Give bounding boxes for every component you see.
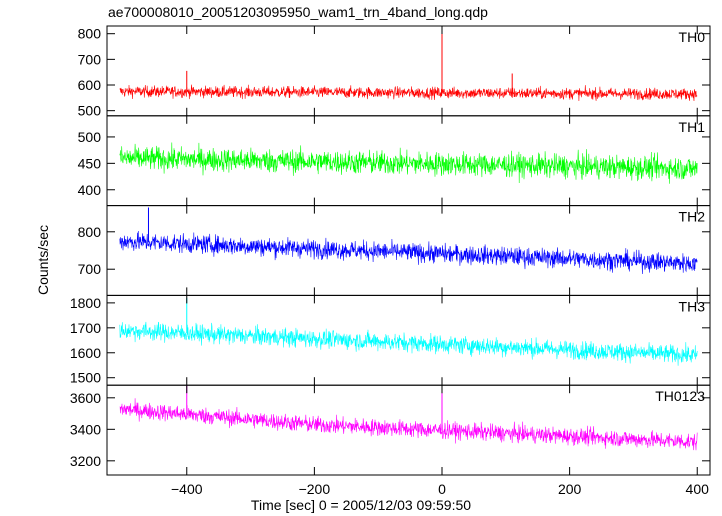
panel-label-th1: TH1: [679, 119, 706, 135]
y-tick-label-th1-400: 400: [78, 182, 102, 198]
series-th2: [119, 230, 698, 275]
x-axis-label: Time [sec] 0 = 2005/12/03 09:59:50: [250, 497, 472, 513]
x-tick-label-400: 400: [686, 481, 710, 497]
y-tick-label-th0123-3600: 3600: [70, 390, 101, 406]
panel-frame-th3: [106, 294, 711, 386]
y-tick-label-th2-700: 700: [78, 261, 102, 277]
y-axis-label: Counts/sec: [35, 224, 51, 296]
chart-title: ae700008010_20051203095950_wam1_trn_4ban…: [108, 4, 488, 20]
y-tick-label-th3-1700: 1700: [70, 320, 101, 336]
series-th1: [119, 142, 698, 184]
panel-frame-th0: [106, 25, 711, 117]
x-tick-label--200: −200: [299, 481, 331, 497]
y-tick-label-th0-600: 600: [78, 77, 102, 93]
y-tick-label-th3-1800: 1800: [70, 295, 101, 311]
panel-frame-th0123: [106, 384, 711, 476]
y-tick-label-th0-500: 500: [78, 103, 102, 119]
panel-th0: 500 600 700 800 TH0: [78, 25, 711, 119]
series-th3: [119, 321, 698, 366]
y-tick-label-th1-450: 450: [78, 155, 102, 171]
panel-label-th0: TH0: [679, 29, 706, 45]
panel-th3: 1500 1600 1700 1800 TH3: [70, 294, 711, 386]
panel-label-th2: TH2: [679, 209, 706, 225]
panel-label-th0123: TH0123: [655, 388, 705, 404]
x-tick-label-0: 0: [438, 481, 446, 497]
y-tick-label-th3-1500: 1500: [70, 370, 101, 386]
panel-label-th3: TH3: [679, 298, 706, 314]
y-tick-label-th0-800: 800: [78, 26, 102, 42]
panel-th1: 400 450 500 TH1: [78, 115, 711, 207]
y-tick-label-th2-800: 800: [78, 224, 102, 240]
y-tick-label-th3-1600: 1600: [70, 345, 101, 361]
y-tick-label-th0-700: 700: [78, 51, 102, 67]
y-tick-label-th0123-3200: 3200: [70, 453, 101, 469]
series-th0123: [119, 398, 698, 451]
x-tick-label--400: −400: [171, 481, 203, 497]
panel-frame-th1: [106, 115, 711, 207]
panel-th2: 700 800 TH2: [78, 205, 711, 296]
x-tick-label-200: 200: [558, 481, 582, 497]
y-tick-label-th1-500: 500: [78, 129, 102, 145]
panel-th0123: 3200 3400 3600 TH0123: [70, 384, 711, 476]
series-th0: [119, 84, 698, 102]
y-tick-label-th0123-3400: 3400: [70, 421, 101, 437]
